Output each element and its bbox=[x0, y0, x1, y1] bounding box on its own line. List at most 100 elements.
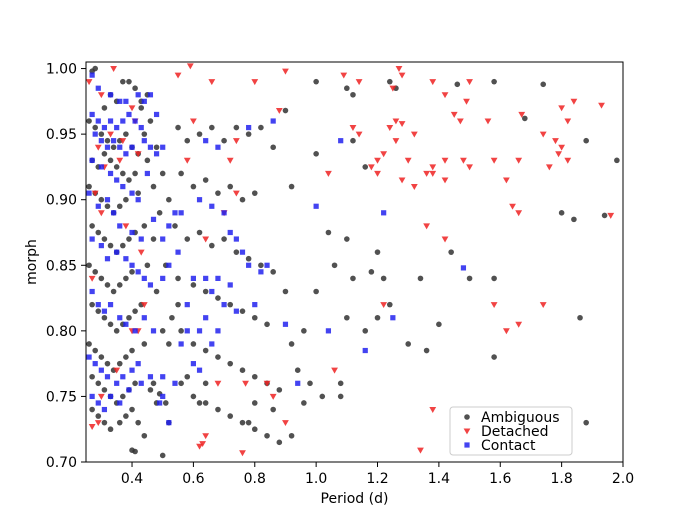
series-ambiguous bbox=[86, 65, 620, 459]
detached-point-87 bbox=[380, 302, 388, 309]
ambiguous-point-142 bbox=[178, 380, 184, 387]
ambiguous-point-85 bbox=[116, 419, 123, 426]
detached-point-8 bbox=[134, 151, 142, 158]
detached-point-20 bbox=[97, 393, 105, 400]
detached-point-22 bbox=[88, 424, 96, 430]
ambiguous-point-125 bbox=[190, 282, 197, 288]
contact-point-51 bbox=[135, 269, 141, 275]
y-tick-label-0: 0.70 bbox=[46, 455, 77, 471]
contact-point-96 bbox=[178, 341, 184, 347]
ambiguous-point-201 bbox=[251, 400, 258, 406]
detached-point-23 bbox=[174, 72, 182, 79]
contact-point-85 bbox=[175, 249, 181, 255]
contact-point-77 bbox=[126, 387, 132, 393]
ambiguous-point-70 bbox=[129, 347, 135, 354]
contact-point-55 bbox=[95, 302, 101, 308]
contact-point-58 bbox=[117, 315, 123, 321]
y-tick-label-6: 1.00 bbox=[46, 62, 77, 78]
contact-point-109 bbox=[239, 249, 246, 255]
x-tick-label-1: 0.6 bbox=[182, 471, 204, 487]
contact-point-16 bbox=[132, 118, 138, 124]
legend-label-ambiguous: Ambiguous bbox=[481, 410, 559, 426]
ambiguous-point-214 bbox=[166, 196, 172, 203]
contact-point-106 bbox=[221, 210, 227, 216]
detached-point-11 bbox=[91, 190, 99, 197]
x-tick-label-2: 0.8 bbox=[244, 471, 266, 487]
contact-point-29 bbox=[107, 170, 114, 177]
detached-point-95 bbox=[331, 367, 338, 374]
detached-point-89 bbox=[515, 321, 523, 328]
ambiguous-point-64 bbox=[92, 347, 99, 354]
detached-point-78 bbox=[325, 170, 332, 177]
ambiguous-point-157 bbox=[454, 81, 461, 88]
contact-point-79 bbox=[157, 400, 163, 406]
contact-point-22 bbox=[117, 144, 123, 150]
contact-point-117 bbox=[246, 124, 252, 131]
contact-point-50 bbox=[129, 262, 135, 268]
ambiguous-point-77 bbox=[120, 393, 126, 400]
detached-point-101 bbox=[282, 420, 289, 427]
detached-point-55 bbox=[380, 151, 388, 158]
contact-point-33 bbox=[135, 197, 141, 203]
contact-point-0 bbox=[89, 72, 95, 78]
ambiguous-point-217 bbox=[147, 118, 154, 124]
detached-point-40 bbox=[558, 105, 566, 112]
ambiguous-point-168 bbox=[331, 262, 338, 269]
ambiguous-point-92 bbox=[141, 432, 148, 439]
ambiguous-point-183 bbox=[491, 354, 497, 360]
detached-point-43 bbox=[484, 118, 492, 125]
ambiguous-point-139 bbox=[251, 373, 258, 380]
x-axis: 0.4 0.6 0.8 1.0 1.2 1.4 1.6 1.8 2.0 bbox=[121, 462, 634, 487]
contact-point-83 bbox=[166, 223, 172, 229]
ambiguous-point-138 bbox=[239, 367, 246, 373]
ambiguous-point-61 bbox=[132, 308, 138, 314]
ambiguous-point-65 bbox=[98, 354, 105, 360]
ambiguous-point-47 bbox=[98, 275, 105, 282]
ambiguous-point-23 bbox=[120, 170, 126, 177]
ambiguous-point-54 bbox=[89, 301, 95, 308]
ambiguous-point-160 bbox=[350, 137, 356, 144]
ambiguous-point-190 bbox=[583, 419, 589, 426]
contact-point-103 bbox=[160, 275, 166, 281]
contact-point-63 bbox=[86, 354, 92, 360]
ambiguous-point-155 bbox=[386, 78, 393, 85]
ambiguous-point-81 bbox=[89, 406, 95, 413]
ambiguous-point-197 bbox=[362, 328, 369, 334]
detached-point-92 bbox=[214, 380, 222, 387]
legend-label-contact: Contact bbox=[481, 438, 536, 454]
ambiguous-point-206 bbox=[166, 341, 172, 347]
ambiguous-point-150 bbox=[276, 439, 283, 446]
ambiguous-point-165 bbox=[522, 115, 528, 122]
ambiguous-point-215 bbox=[159, 170, 166, 177]
ambiguous-point-66 bbox=[104, 360, 111, 367]
ambiguous-point-25 bbox=[132, 170, 138, 177]
contact-point-129 bbox=[295, 380, 301, 386]
ambiguous-point-204 bbox=[202, 380, 209, 387]
contact-point-90 bbox=[209, 288, 215, 295]
ambiguous-point-143 bbox=[190, 393, 197, 400]
x-tick-label-4: 1.2 bbox=[366, 471, 388, 487]
ambiguous-point-177 bbox=[313, 288, 319, 295]
ambiguous-point-45 bbox=[86, 262, 92, 269]
ambiguous-point-22 bbox=[113, 164, 120, 170]
contact-point-73 bbox=[95, 400, 101, 406]
points-layer bbox=[85, 63, 620, 459]
contact-point-35 bbox=[153, 151, 160, 157]
contact-point-39 bbox=[111, 210, 117, 216]
detached-point-74 bbox=[423, 170, 431, 177]
contact-point-53 bbox=[147, 282, 154, 288]
ambiguous-point-27 bbox=[86, 183, 92, 190]
legend-label-detached: Detached bbox=[481, 424, 549, 440]
contact-point-120 bbox=[215, 144, 221, 150]
ambiguous-point-173 bbox=[448, 249, 454, 255]
contact-point-66 bbox=[104, 374, 111, 380]
series-contact bbox=[86, 72, 467, 426]
legend-marker-detached bbox=[463, 428, 471, 435]
detached-point-71 bbox=[545, 164, 553, 171]
detached-point-61 bbox=[429, 170, 437, 177]
contact-point-48 bbox=[114, 249, 120, 255]
ambiguous-point-219 bbox=[138, 105, 145, 111]
contact-point-128 bbox=[282, 321, 289, 327]
ambiguous-point-7 bbox=[132, 85, 138, 92]
